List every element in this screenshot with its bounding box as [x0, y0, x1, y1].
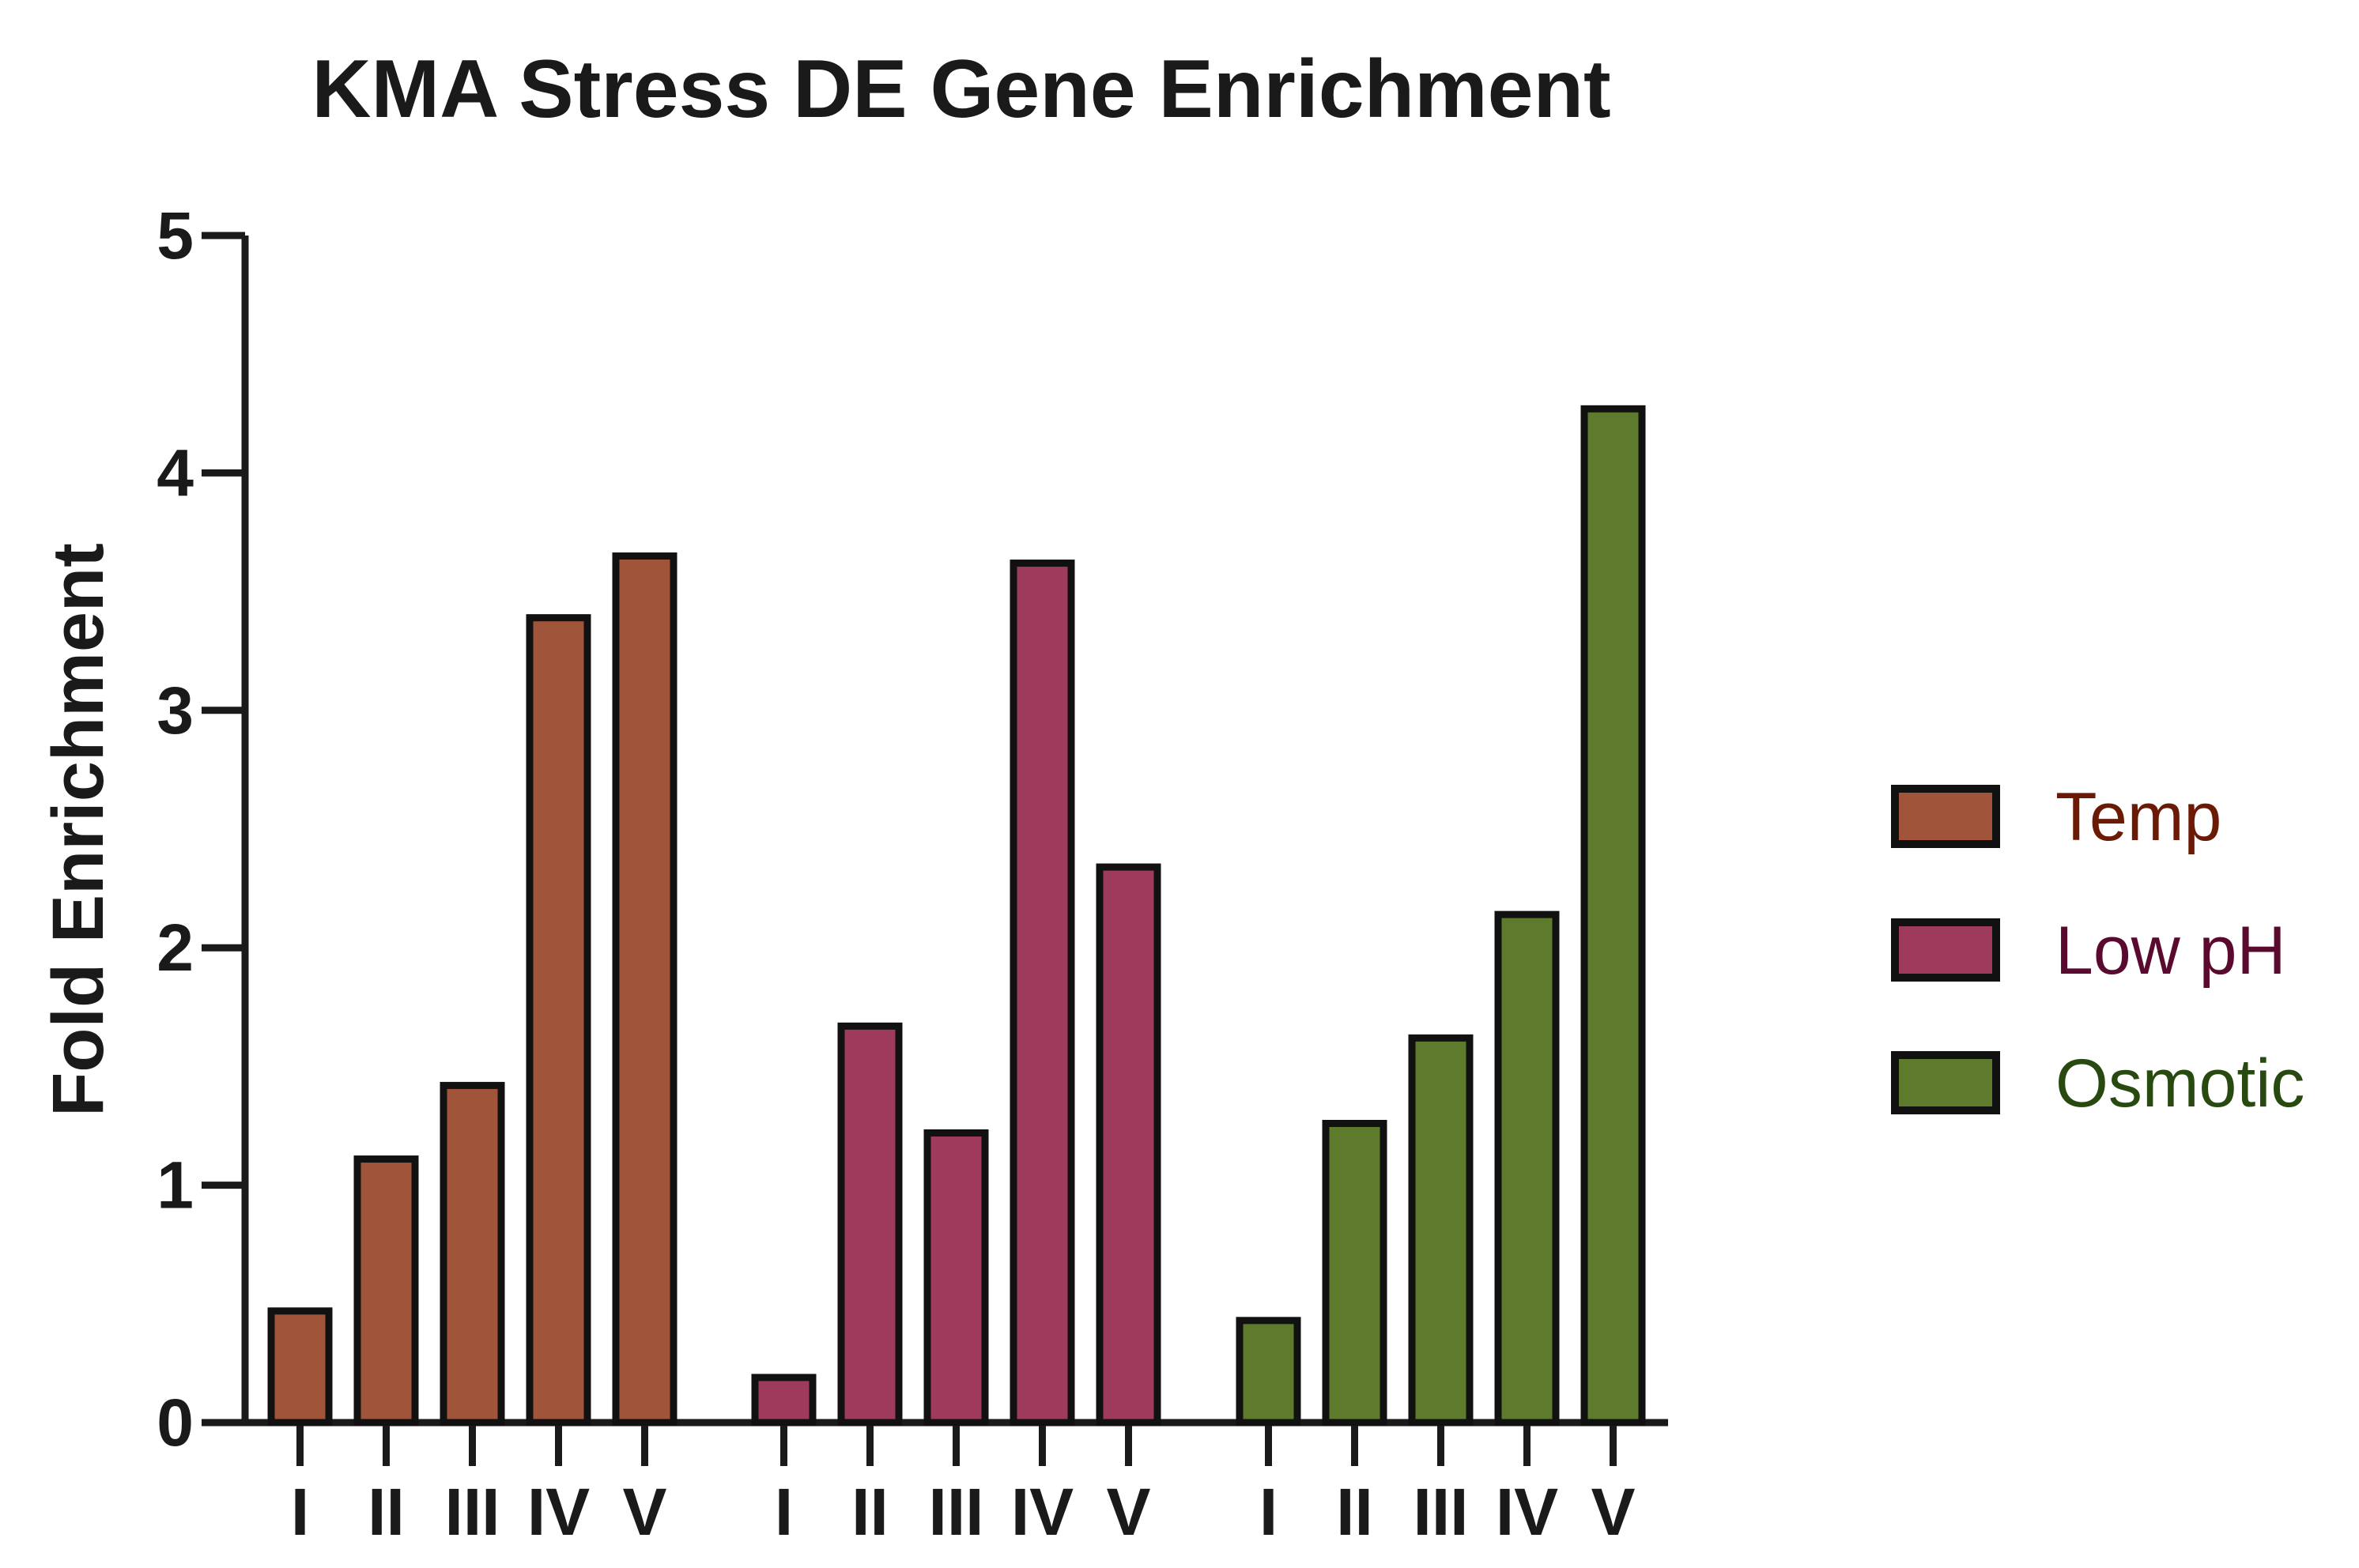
bar-low-ph-iii [923, 1129, 989, 1427]
bar-low-ph-i [751, 1374, 817, 1427]
bar-temp-v [612, 552, 678, 1427]
legend-swatch-osmotic [1891, 1051, 2000, 1114]
legend: Temp Low pH Osmotic [1891, 779, 2304, 1121]
x-tick-label: I [775, 1475, 793, 1549]
x-tick-label: V [1106, 1475, 1150, 1549]
y-tick-label: 2 [157, 910, 194, 985]
bar-osmotic-i [1236, 1317, 1301, 1427]
legend-label-osmotic: Osmotic [2055, 1046, 2304, 1121]
bars [267, 405, 1646, 1427]
bar-osmotic-ii [1322, 1119, 1387, 1427]
y-axis-label: Fold Enrichment [38, 543, 119, 1117]
x-tick-label: IV [1011, 1475, 1074, 1549]
bar-temp-ii [353, 1155, 419, 1427]
y-tick-label: 3 [157, 673, 194, 748]
x-tick-label: IV [527, 1475, 590, 1549]
y-tick-label: 5 [157, 198, 194, 273]
x-tick-label: I [291, 1475, 309, 1549]
bar-osmotic-iii [1408, 1034, 1474, 1427]
x-tick-label: V [1591, 1475, 1635, 1549]
x-tick-label: III [1413, 1475, 1468, 1549]
bar-temp-i [267, 1307, 333, 1427]
y-tick-label: 4 [157, 435, 194, 510]
x-tick-label: II [851, 1475, 889, 1549]
y-tick-label: 0 [157, 1385, 194, 1460]
x-tick-label: III [444, 1475, 500, 1549]
x-tick-label: III [928, 1475, 983, 1549]
bar-low-ph-ii [837, 1022, 903, 1427]
x-tick-label: II [368, 1475, 405, 1549]
y-tick-label: 1 [157, 1148, 194, 1223]
bar-low-ph-v [1096, 863, 1161, 1427]
x-tick-label: II [1336, 1475, 1373, 1549]
legend-swatch-low-ph [1891, 918, 2000, 982]
legend-label-temp: Temp [2055, 779, 2221, 855]
bar-osmotic-v [1580, 405, 1646, 1427]
bar-temp-iii [440, 1081, 505, 1427]
x-tick-labels: I II III IV V I II III IV V I II III IV V [291, 1426, 1636, 1549]
legend-swatch-temp [1891, 785, 2000, 848]
bar-temp-iv [526, 614, 591, 1427]
chart-title: KMA Stress DE Gene Enrichment [311, 43, 1610, 135]
x-tick-label: IV [1496, 1475, 1558, 1549]
x-tick-label: V [622, 1475, 666, 1549]
legend-label-low-ph: Low pH [2055, 913, 2286, 989]
x-tick-label: I [1259, 1475, 1278, 1549]
bar-low-ph-iv [1010, 560, 1075, 1427]
bar-osmotic-iv [1494, 910, 1560, 1427]
